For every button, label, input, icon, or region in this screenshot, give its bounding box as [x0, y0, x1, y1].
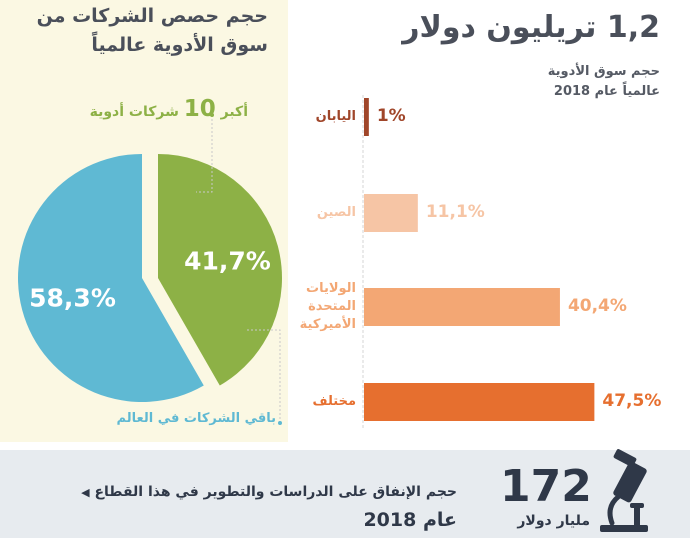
pie-title: حجم حصص الشركات من سوق الأدوية عالمياً: [0, 2, 268, 60]
bar-value-label-1: 11,1%: [425, 202, 485, 222]
market-size-title: 1,2 تريليون دولار: [402, 10, 660, 45]
bar-2: [364, 288, 560, 326]
pie-slice-1: [17, 154, 204, 403]
arrow-left-icon: ◀: [81, 486, 90, 499]
top10-number: 10: [183, 96, 216, 122]
rd-spending-unit: مليار دولار: [517, 513, 590, 529]
pie-leader-lines: [196, 113, 282, 425]
market-size-subtitle: حجم سوق الأدوية عالمياً عام 2018: [547, 64, 660, 99]
pie-slice-0: [158, 154, 282, 386]
pie-title-line1: حجم حصص الشركات من: [36, 5, 268, 27]
bar-value-label-3: 47,5%: [602, 391, 662, 411]
bar-value-label-0: 1%: [376, 106, 406, 126]
rest-companies-label: باقي الشركات في العالم: [116, 411, 276, 426]
bar-value-label-2: 40,4%: [567, 296, 627, 316]
bar-1: [364, 194, 418, 232]
rd-spending-band: [0, 450, 690, 538]
bar-0: [364, 98, 369, 136]
rd-spending-value: 172: [500, 461, 592, 512]
rd-spending-description: حجم الإنفاق على الدراسات والتطوير في هذا…: [81, 484, 457, 500]
rd-spending-year: عام 2018: [363, 509, 457, 531]
pie-slice-label-0: 41,7%: [184, 246, 271, 275]
microscope-icon: [600, 449, 648, 532]
bar-category-label-1: الصين: [316, 205, 356, 220]
bar-category-label-3: مختلف: [312, 394, 356, 409]
bar-category-label-2: الولايات المتحدة الأميركية: [299, 281, 356, 332]
bar-category-label-0: اليابان: [315, 109, 356, 124]
pie-slice-label-1: 58,3%: [29, 284, 116, 313]
bar-chart: [364, 98, 595, 421]
top10-label: أكبر 10 شركات أدوية: [89, 96, 248, 122]
pie-title-line2: سوق الأدوية عالمياً: [91, 34, 268, 56]
pie-chart: 41,7% 58,3%: [17, 154, 282, 403]
bar-3: [364, 383, 595, 421]
